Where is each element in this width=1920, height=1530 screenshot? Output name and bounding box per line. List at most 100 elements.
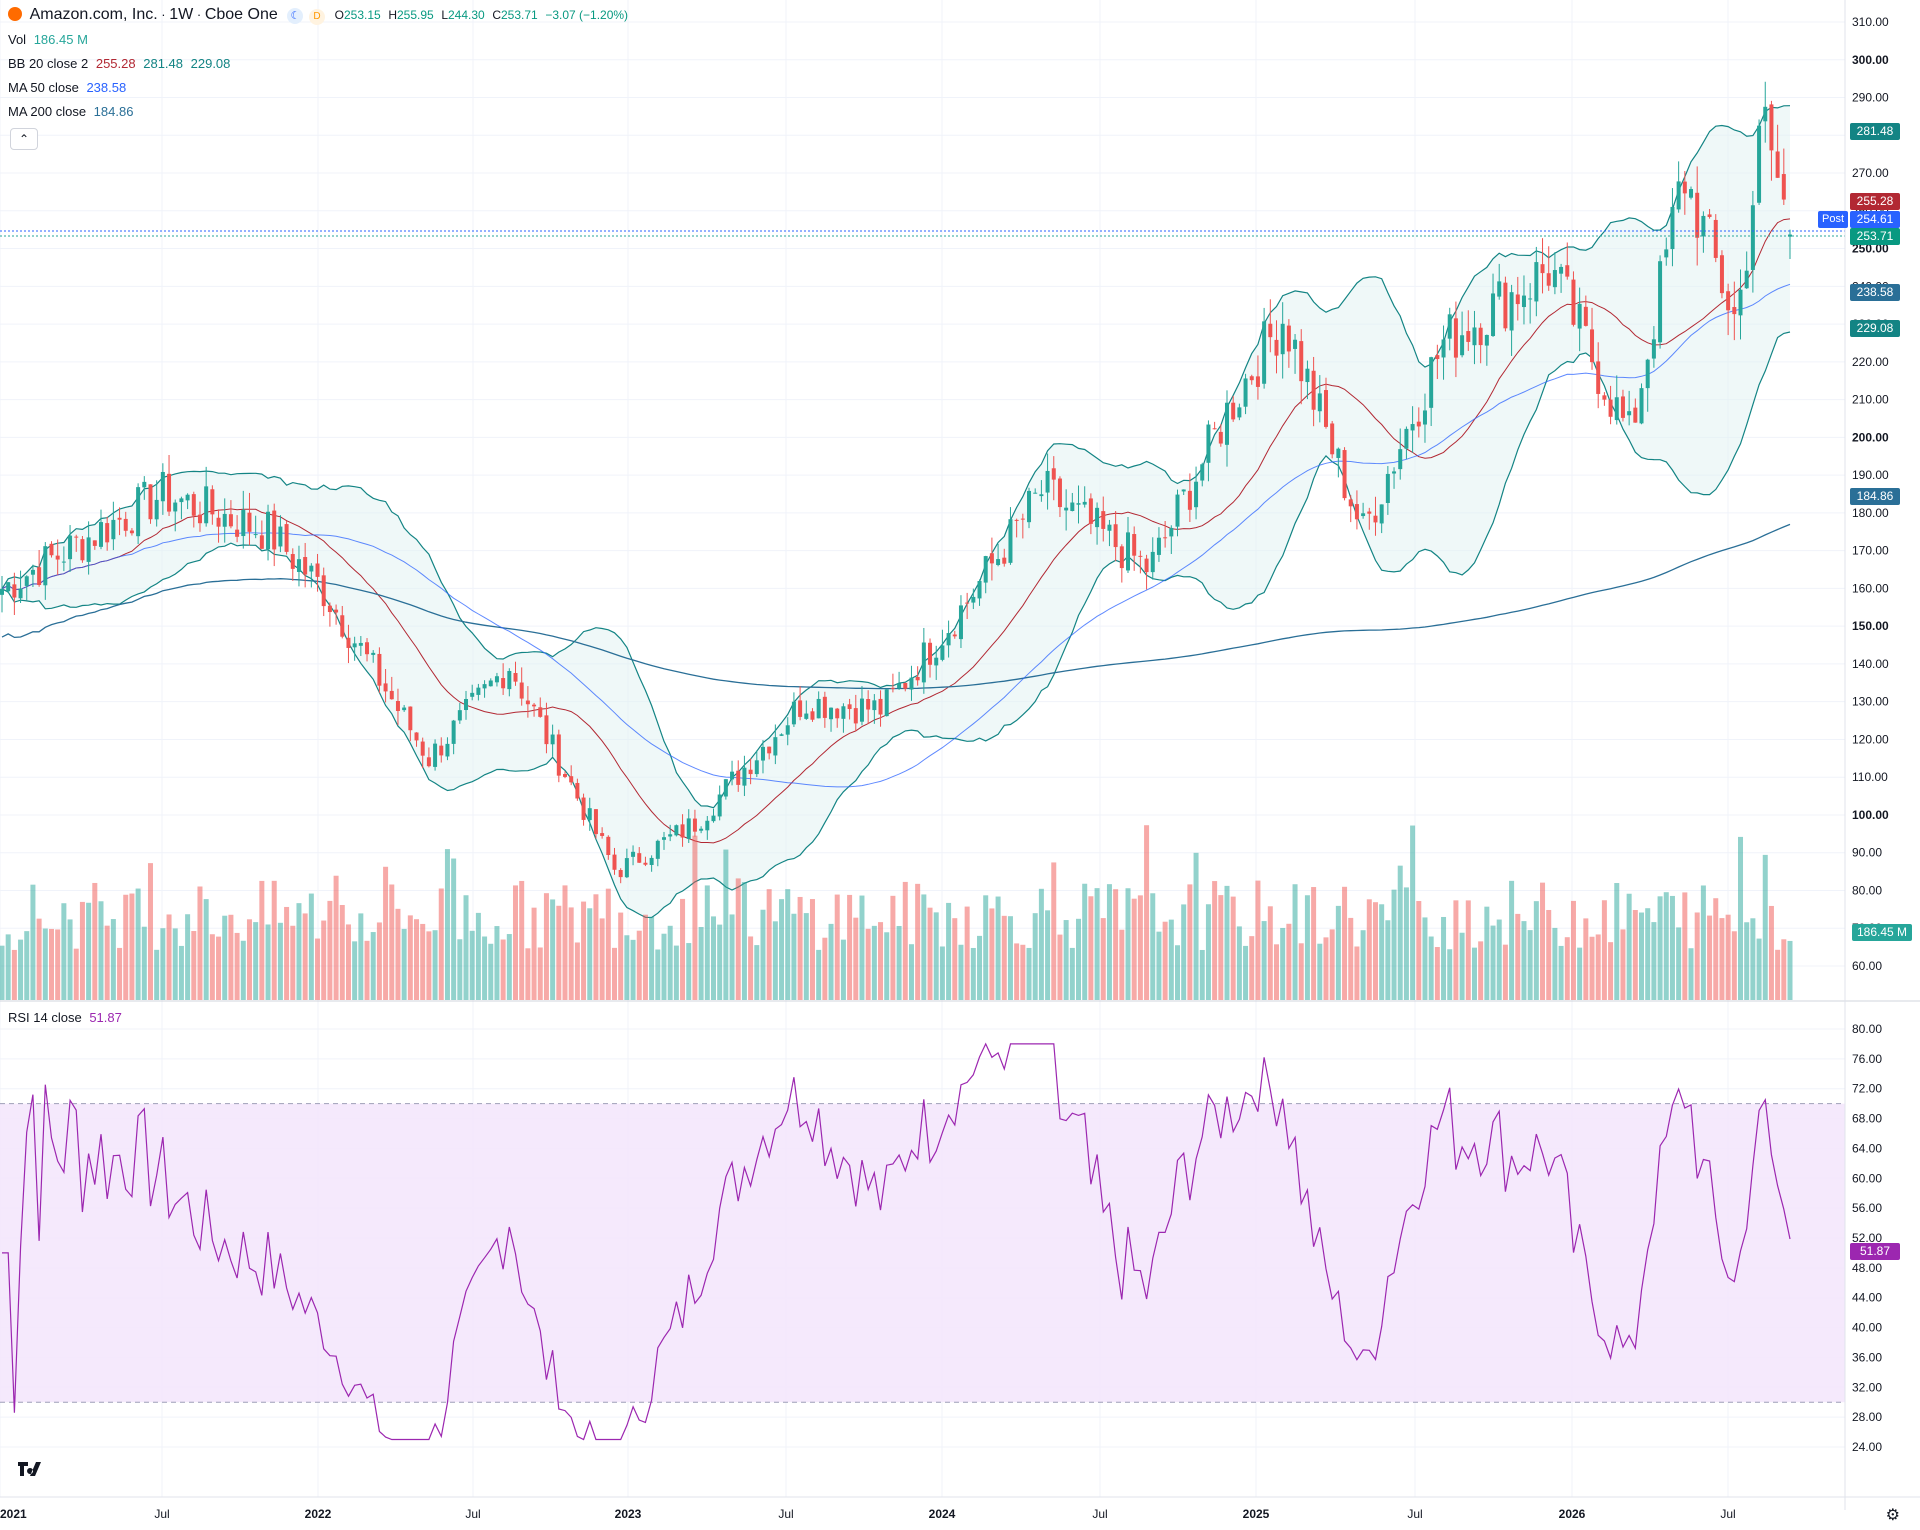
volume-bar — [865, 928, 871, 1000]
volume-bar — [513, 885, 519, 1000]
candle-body — [915, 676, 920, 681]
ma50-legend[interactable]: MA 50 close 238.58 — [8, 79, 126, 97]
volume-bar — [1150, 893, 1156, 1000]
candle-body — [266, 511, 271, 550]
candle-body — [1293, 339, 1298, 349]
time-tick-label: 2026 — [1559, 1507, 1586, 1521]
gear-icon[interactable]: ⚙ — [1885, 1507, 1900, 1524]
delayed-data-icon[interactable]: D — [309, 9, 326, 25]
volume-bar — [1700, 885, 1706, 1000]
candle-body — [37, 567, 42, 585]
candle-body — [1460, 335, 1465, 356]
time-axis[interactable]: 2021 Jul 2022 Jul 2023 Jul 2024 Jul 2025 Jul 2026 J… — [0, 1507, 1736, 1521]
price-axis[interactable]: 310.00300.00290.00280.00270.00260.00250.… — [1852, 15, 1889, 973]
volume-bar — [642, 914, 648, 1000]
volume-bar — [271, 880, 277, 1000]
volume-bar — [1428, 936, 1434, 1000]
candle-body — [989, 553, 994, 564]
moon-icon[interactable]: ☾ — [287, 8, 304, 24]
volume-bar — [983, 895, 989, 1000]
volume-bar — [61, 903, 67, 1000]
volume-bar — [1781, 939, 1787, 1000]
candle-body — [1082, 501, 1087, 505]
volume-bar — [1156, 931, 1162, 1000]
volume-bar — [376, 922, 382, 1000]
volume-bar — [48, 928, 54, 1000]
price-tick-label: 210.00 — [1852, 393, 1889, 407]
candle-body — [680, 824, 685, 838]
candle-body — [303, 557, 308, 575]
candle-body — [699, 828, 704, 831]
tradingview-logo-icon[interactable] — [16, 1460, 48, 1482]
volume-bar — [946, 902, 952, 1000]
candle-body — [1045, 470, 1050, 493]
volume-bar — [717, 924, 723, 1000]
volume-bar — [803, 913, 809, 1000]
volume-bar — [234, 932, 240, 1000]
candle-body — [1218, 431, 1223, 444]
candle-body — [1132, 534, 1137, 556]
interval-label[interactable]: 1W — [169, 6, 194, 23]
volume-bar — [457, 939, 463, 1000]
volume-bar — [1750, 918, 1756, 1000]
ma200-legend[interactable]: MA 200 close 184.86 — [8, 103, 133, 121]
candle-body — [569, 776, 574, 783]
volume-bar — [383, 866, 389, 1000]
volume-legend[interactable]: Vol 186.45 M — [8, 31, 88, 49]
rsi-tick-label: 44.00 — [1852, 1291, 1882, 1305]
candle-body — [587, 808, 592, 821]
candle-body — [1268, 323, 1273, 338]
candle-body — [167, 473, 172, 512]
candle-body — [1373, 515, 1378, 523]
volume-bar — [1775, 949, 1781, 1000]
volume-bar — [939, 946, 945, 1000]
symbol-header: Amazon.com, Inc. · 1W · Cboe One ☾ D O25… — [8, 6, 628, 25]
candle-body — [1670, 206, 1675, 250]
volume-bar — [216, 936, 222, 1000]
candle-body — [829, 707, 834, 720]
volume-bar — [345, 924, 351, 1000]
candle-body — [1750, 205, 1755, 270]
post-price-badge: 254.61 — [1850, 211, 1900, 228]
volume-bar — [822, 937, 828, 1000]
volume-bar — [1069, 947, 1075, 1000]
candle-body — [408, 706, 413, 731]
candle-body — [631, 851, 636, 857]
volume-bar — [667, 925, 673, 1000]
candle-body — [241, 509, 246, 537]
volume-bar — [389, 884, 395, 1000]
volume-bar — [1045, 910, 1051, 1000]
volume-bar — [1329, 929, 1335, 1000]
candle-body — [556, 734, 561, 776]
candle-body — [1119, 546, 1124, 569]
candle-body — [1305, 368, 1310, 383]
volume-bar — [1230, 896, 1236, 1000]
candle-body — [748, 769, 753, 775]
rsi-axis[interactable]: 80.00 76.00 72.00 68.00 64.00 60.00 56.00 52.00… — [1852, 1022, 1882, 1454]
price-tick-label: 190.00 — [1852, 468, 1889, 482]
candle-body — [451, 720, 456, 744]
candle-body — [154, 499, 159, 520]
candle-body — [1181, 489, 1186, 492]
candle-body — [1497, 281, 1502, 297]
rsi-tick-label: 32.00 — [1852, 1380, 1882, 1394]
volume-bar — [302, 913, 308, 1000]
symbol-title[interactable]: Amazon.com, Inc. — [29, 6, 158, 23]
volume-bar — [1589, 936, 1595, 1000]
candle-body — [606, 836, 611, 855]
exchange-label[interactable]: Cboe One — [204, 6, 278, 23]
volume-bar — [1026, 947, 1032, 1000]
volume-bar — [284, 906, 290, 1000]
candle-body — [402, 707, 407, 711]
volume-bar — [444, 849, 450, 1000]
volume-bar — [191, 931, 197, 1000]
rsi-legend[interactable]: RSI 14 close 51.87 — [8, 1009, 122, 1027]
volume-bar — [884, 932, 890, 1000]
volume-bar — [482, 936, 488, 1000]
time-tick-label: Jul — [1092, 1507, 1107, 1521]
candle-body — [1156, 537, 1161, 555]
collapse-legend-button[interactable]: ⌃ — [10, 128, 38, 150]
bollinger-legend[interactable]: BB 20 close 2 255.28 281.48 229.08 — [8, 55, 230, 73]
volume-bar — [1057, 934, 1063, 1000]
